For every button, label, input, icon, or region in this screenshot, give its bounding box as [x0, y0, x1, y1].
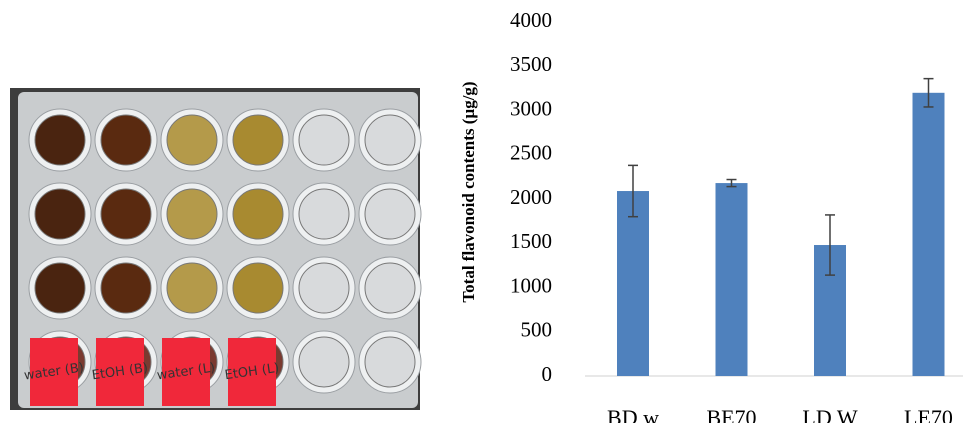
bar [617, 191, 649, 376]
y-tick-label: 3500 [510, 52, 552, 76]
y-tick-label: 1500 [510, 229, 552, 253]
y-tick-label: 1000 [510, 273, 552, 297]
well [167, 115, 217, 165]
well [365, 337, 415, 387]
y-axis-label: Total flavonoid contents (µg/g) [459, 81, 478, 302]
y-tick-label: 0 [542, 362, 553, 386]
well [299, 189, 349, 239]
page: water (B)EtOH (B)water (L)EtOH (L) Total… [0, 0, 963, 423]
well-plate-photo: water (B)EtOH (B)water (L)EtOH (L) [10, 88, 421, 410]
well [167, 189, 217, 239]
well [365, 189, 415, 239]
well [365, 263, 415, 313]
well [233, 189, 283, 239]
well [167, 263, 217, 313]
well [35, 263, 85, 313]
x-tick-label: LD W [802, 405, 857, 423]
y-tick-label: 2500 [510, 141, 552, 165]
well [35, 115, 85, 165]
x-tick-label: BE70 [706, 405, 756, 423]
well [365, 115, 415, 165]
y-tick-label: 3000 [510, 96, 552, 120]
well [233, 115, 283, 165]
x-tick-label: LE70 [904, 405, 953, 423]
y-tick-label: 500 [521, 318, 553, 342]
bar [716, 183, 748, 376]
well [299, 115, 349, 165]
bar [913, 93, 945, 376]
well [299, 263, 349, 313]
well [299, 337, 349, 387]
well [101, 189, 151, 239]
well [233, 263, 283, 313]
x-tick-label: BD w [607, 405, 659, 423]
well [35, 189, 85, 239]
well [101, 263, 151, 313]
y-tick-label: 2000 [510, 185, 552, 209]
well [101, 115, 151, 165]
y-tick-label: 4000 [510, 8, 552, 32]
